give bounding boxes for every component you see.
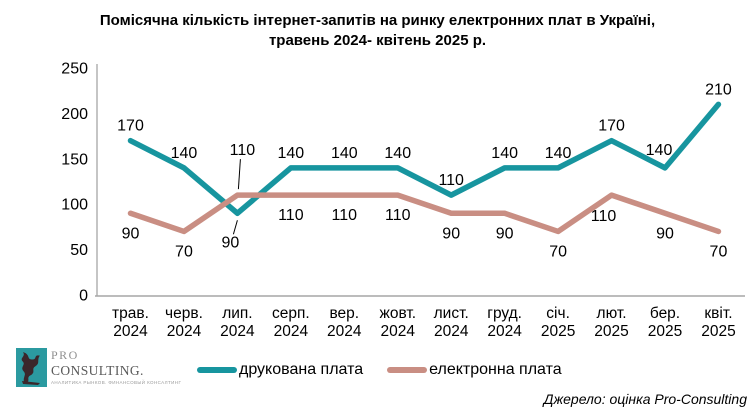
logo-word-pro: PRO (51, 348, 79, 362)
legend-item-0: друкована плата (197, 361, 363, 379)
logo-word-consulting: CONSULTING. (51, 363, 144, 378)
logo-horse-figure (21, 352, 40, 384)
label-leader-line (232, 220, 238, 235)
data-label: 140 (277, 145, 304, 162)
data-label: 210 (705, 81, 732, 98)
line-chart-plot: 050100150200250трав.2024черв.2024лип.202… (61, 61, 745, 340)
data-label: 170 (598, 118, 625, 135)
logo-tagline: АНАЛИТИКА РЫНКОВ. ФИНАНСОВЫЙ КОНСАЛТИНГ (51, 379, 182, 385)
data-label: 140 (171, 145, 198, 162)
x-axis-label-month: груд. (487, 305, 522, 322)
legend-label: електронна плата (429, 361, 562, 378)
x-axis-label-month: жовт. (379, 305, 416, 322)
data-label: 70 (175, 243, 193, 260)
y-tick-label: 0 (79, 288, 88, 305)
series-line-1 (127, 192, 722, 235)
source-note: Джерело: оцінка Pro-Consulting (543, 391, 747, 407)
data-label: 90 (496, 225, 514, 242)
pro-consulting-logo: PRO CONSULTING. АНАЛИТИКА РЫНКОВ. ФИНАНС… (16, 348, 181, 387)
x-axis-label-year: 2024 (381, 323, 416, 340)
chart-title-line2: травень 2024- квітень 2025 р. (268, 32, 487, 49)
data-label: 110 (438, 172, 464, 189)
x-axis-label-month: лист. (434, 305, 469, 322)
legend-item-1: електронна плата (387, 361, 562, 379)
x-axis-label-month: черв. (165, 305, 203, 322)
x-axis-label-year: 2024 (274, 323, 309, 340)
data-label: 90 (222, 234, 240, 251)
y-tick-label: 200 (61, 106, 88, 123)
x-axis-label-month: квіт. (704, 305, 732, 322)
legend-marker-icon (197, 367, 237, 373)
data-label: 110 (385, 207, 411, 224)
pro-consulting-logo-icon (16, 348, 47, 387)
x-axis-label-month: січ. (546, 305, 570, 322)
x-axis-label-year: 2025 (701, 323, 735, 340)
x-axis-label-year: 2024 (487, 323, 522, 340)
data-label: 90 (122, 225, 140, 242)
data-label: 170 (117, 118, 144, 135)
chart-legend: друкована плата електронна плата (197, 361, 562, 379)
x-axis-label-year: 2025 (648, 323, 682, 340)
data-label: 70 (710, 243, 728, 260)
x-axis-label-year: 2024 (327, 323, 362, 340)
x-axis-label-month: лип. (222, 305, 252, 322)
x-axis-label-year: 2025 (594, 323, 628, 340)
data-label: 70 (549, 243, 567, 260)
data-label: 110 (332, 207, 358, 224)
x-axis-label-year: 2024 (220, 323, 255, 340)
x-axis-label-year: 2024 (434, 323, 469, 340)
x-axis-label-year: 2024 (167, 323, 202, 340)
logo-figure-base (22, 381, 40, 385)
label-leader-line (237, 159, 241, 190)
data-label: 90 (442, 225, 460, 242)
data-label: 140 (491, 145, 518, 162)
data-label: 110 (230, 142, 256, 159)
x-axis-label-month: лют. (597, 305, 627, 322)
y-tick-label: 50 (70, 242, 88, 259)
series-line-0 (127, 101, 722, 217)
data-label: 140 (331, 145, 358, 162)
legend-marker-icon (387, 367, 428, 373)
x-axis-label-month: бер. (650, 305, 680, 322)
data-label: 110 (591, 208, 617, 225)
data-label: 140 (545, 145, 572, 162)
data-label: 110 (278, 207, 304, 224)
data-label: 90 (656, 225, 674, 242)
chart-title: Помісячна кількість інтернет-запитів на … (0, 11, 755, 51)
y-tick-label: 100 (61, 197, 88, 214)
x-axis-label-year: 2025 (541, 323, 575, 340)
data-label: 140 (384, 145, 411, 162)
chart-title-line1: Помісячна кількість інтернет-запитів на … (99, 12, 656, 29)
x-axis-label-month: трав. (112, 305, 149, 322)
x-axis-label-month: серп. (272, 305, 310, 322)
y-tick-label: 150 (61, 151, 88, 168)
legend-label: друкована плата (239, 361, 364, 378)
data-label: 140 (646, 142, 673, 159)
logo-text: PRO CONSULTING. АНАЛИТИКА РЫНКОВ. ФИНАНС… (51, 348, 181, 385)
x-axis-label-year: 2024 (113, 323, 148, 340)
x-axis-label-month: вер. (329, 305, 359, 322)
y-tick-label: 250 (61, 61, 88, 78)
